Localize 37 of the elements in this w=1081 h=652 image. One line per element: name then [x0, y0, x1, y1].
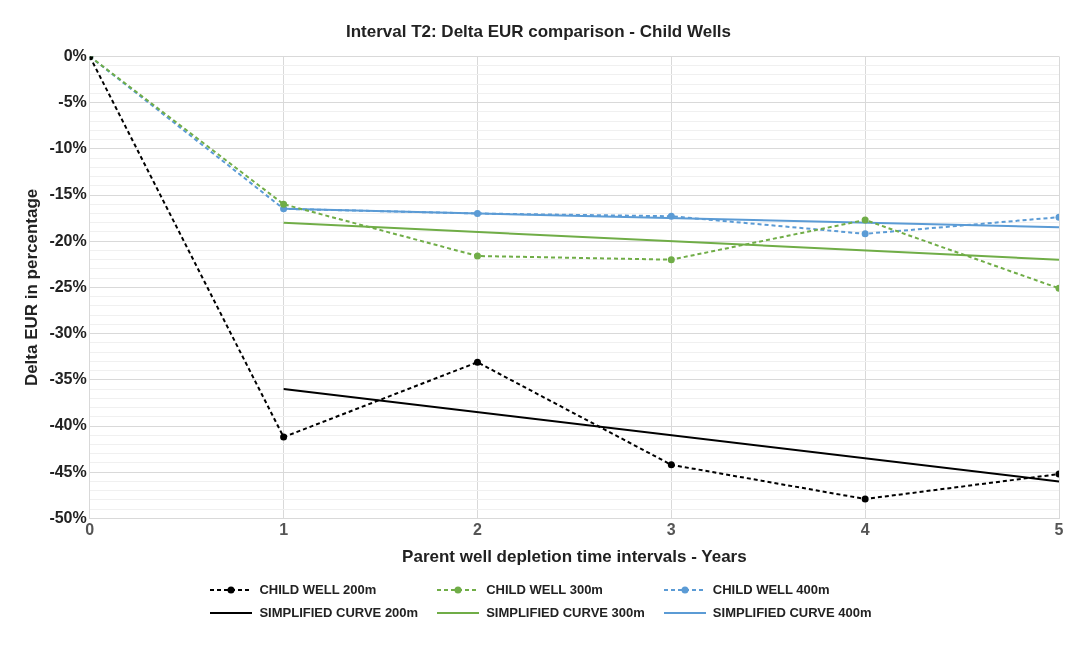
y-tick-label: -25% — [49, 277, 87, 295]
point — [667, 461, 675, 469]
legend-label: SIMPLIFIED CURVE 400m — [712, 605, 872, 620]
point — [861, 495, 869, 503]
point — [473, 358, 481, 366]
point — [280, 200, 288, 208]
point — [280, 433, 288, 441]
x-tick-label: 4 — [860, 521, 870, 539]
y-tick-label: 0% — [63, 46, 87, 64]
y-tick-label: -20% — [49, 231, 87, 249]
chart-title: Interval T2: Delta EUR comparison - Child Wells — [345, 21, 732, 41]
legend-label: SIMPLIFIED CURVE 300m — [486, 605, 645, 620]
point — [473, 252, 481, 260]
y-tick-label: -50% — [49, 508, 87, 526]
point — [667, 256, 675, 264]
legend-label: CHILD WELL 400m — [712, 582, 830, 597]
y-tick-label: -35% — [49, 370, 87, 388]
x-tick-label: 3 — [666, 521, 676, 539]
y-tick-label: -15% — [49, 185, 87, 203]
x-tick-label: 1 — [279, 521, 289, 539]
x-tick-label: 2 — [473, 521, 482, 539]
legend-label: SIMPLIFIED CURVE 200m — [259, 605, 419, 620]
legend-label: CHILD WELL 300m — [486, 582, 603, 597]
y-tick-label: -40% — [49, 416, 87, 434]
point — [861, 216, 869, 224]
y-tick-label: -10% — [49, 139, 87, 157]
point — [861, 230, 869, 238]
x-tick-label: 5 — [1054, 521, 1064, 539]
point — [473, 209, 481, 217]
y-axis-title: Delta EUR in percentage — [21, 188, 41, 387]
y-tick-label: -5% — [58, 93, 87, 111]
y-tick-label: -30% — [49, 324, 87, 342]
x-axis-title: Parent well depletion time intervals - Years — [402, 547, 747, 567]
point — [667, 212, 675, 220]
legend-label: CHILD WELL 200m — [259, 582, 377, 597]
y-tick-label: -45% — [49, 462, 87, 480]
x-tick-label: 0 — [85, 521, 95, 539]
